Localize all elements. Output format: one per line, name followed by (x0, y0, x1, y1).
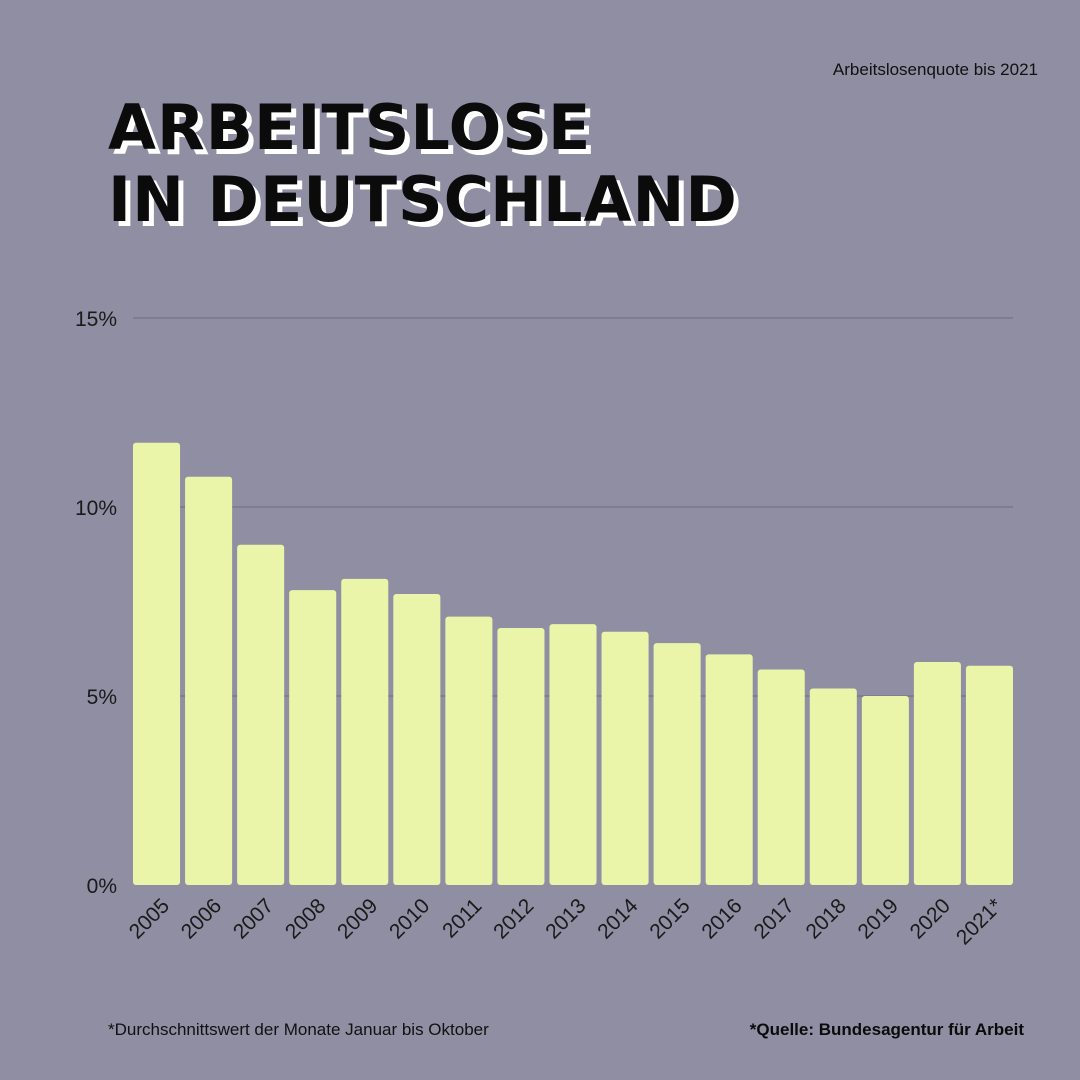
x-tick-label: 2021* (952, 894, 1007, 949)
x-tick-label: 2009 (333, 894, 382, 943)
x-tick-label: 2008 (281, 894, 330, 943)
source-note: *Quelle: Bundesagentur für Arbeit (749, 1020, 1024, 1039)
bar-2006 (185, 476, 233, 885)
bar-2005 (133, 442, 181, 885)
x-tick-label: 2011 (438, 894, 486, 942)
bar-2017 (757, 669, 805, 885)
y-tick-label: 5% (87, 686, 117, 709)
bar-2012 (497, 627, 545, 885)
x-tick-label: 2014 (593, 894, 643, 944)
bar-2013 (549, 624, 597, 885)
x-tick-label: 2018 (802, 894, 851, 943)
bar-2008 (289, 590, 337, 885)
x-tick-label: 2020 (906, 894, 955, 943)
x-tick-label: 2019 (854, 894, 903, 943)
bar-2009 (341, 578, 389, 885)
bar-2011 (445, 616, 493, 885)
bar-2020 (913, 661, 961, 885)
title-line-2: IN DEUTSCHLAND (108, 163, 738, 236)
bar-2016 (705, 654, 753, 885)
x-tick-label: 2015 (645, 894, 694, 943)
y-tick-label: 0% (87, 875, 117, 898)
x-tick-label: 2005 (125, 894, 174, 943)
y-tick-label: 10% (75, 497, 117, 520)
bar-2021 (965, 665, 1013, 885)
x-tick-label: 2016 (697, 894, 746, 943)
x-tick-label: 2006 (177, 894, 226, 943)
bar-2010 (393, 593, 441, 885)
bar-2007 (237, 544, 285, 885)
x-tick-label: 2013 (541, 894, 590, 943)
title-line-1: ARBEITSLOSE (108, 91, 592, 164)
bar-2015 (653, 643, 701, 885)
x-tick-label: 2007 (229, 894, 278, 943)
bar-2019 (861, 696, 909, 885)
bar-2014 (601, 631, 649, 885)
bar-2018 (809, 688, 857, 885)
x-tick-label: 2012 (489, 894, 538, 943)
page-title: ARBEITSLOSE IN DEUTSCHLAND (108, 92, 738, 236)
footnote: *Durchschnittswert der Monate Januar bis… (108, 1020, 489, 1039)
x-tick-label: 2017 (749, 894, 798, 943)
y-tick-label: 15% (75, 308, 117, 331)
chart-subtitle: Arbeitslosenquote bis 2021 (832, 60, 1038, 79)
x-tick-label: 2010 (385, 894, 434, 943)
